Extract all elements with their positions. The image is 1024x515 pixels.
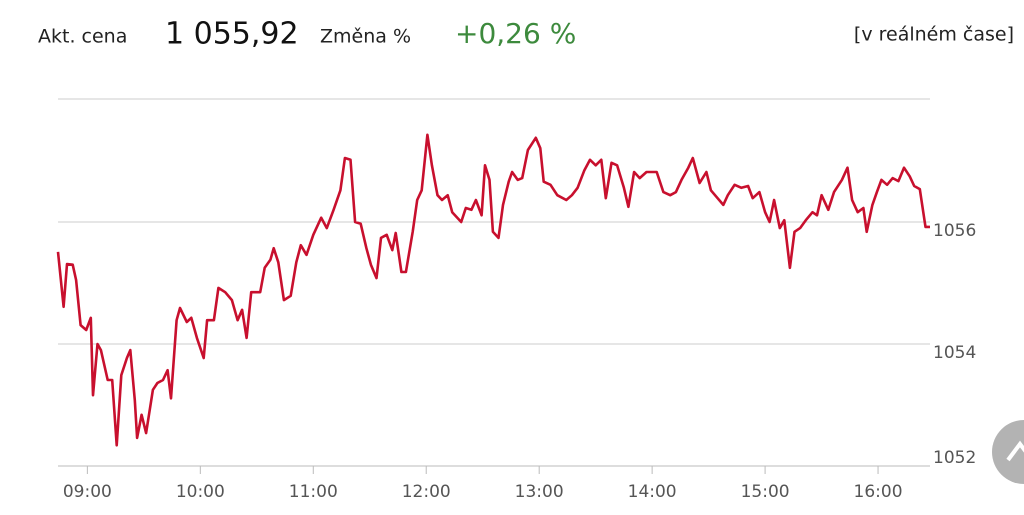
price-line: [56, 133, 930, 447]
price: 1 055,92: [165, 17, 299, 52]
change-label: Změna %: [320, 26, 411, 48]
x-tick-label: 09:00: [63, 482, 112, 502]
price-label: Akt. cena: [38, 26, 127, 48]
y-tick-label: 1054: [933, 343, 976, 363]
change: +0,26 %: [455, 17, 576, 50]
x-tick-label: 11:00: [289, 482, 338, 502]
scroll-top-icon: [1006, 440, 1024, 462]
y-tick-label: 1052: [933, 448, 976, 468]
plot: 1052 1054 1056 09:00 10:00 11:00 12:00 13:00 14:…: [56, 133, 976, 502]
scroll-top-button[interactable]: [992, 420, 1024, 484]
y-tick-label: 1056: [933, 221, 976, 241]
x-tick-label: 10:00: [176, 482, 225, 502]
x-tick-label: 16:00: [854, 482, 903, 502]
realtime-mode[interactable]: [v reálném čase]: [854, 24, 1014, 46]
x-tick-label: 13:00: [515, 482, 564, 502]
x-tick-label: 14:00: [628, 482, 677, 502]
x-tick-label: 12:00: [402, 482, 451, 502]
x-tick-label: 15:00: [741, 482, 790, 502]
